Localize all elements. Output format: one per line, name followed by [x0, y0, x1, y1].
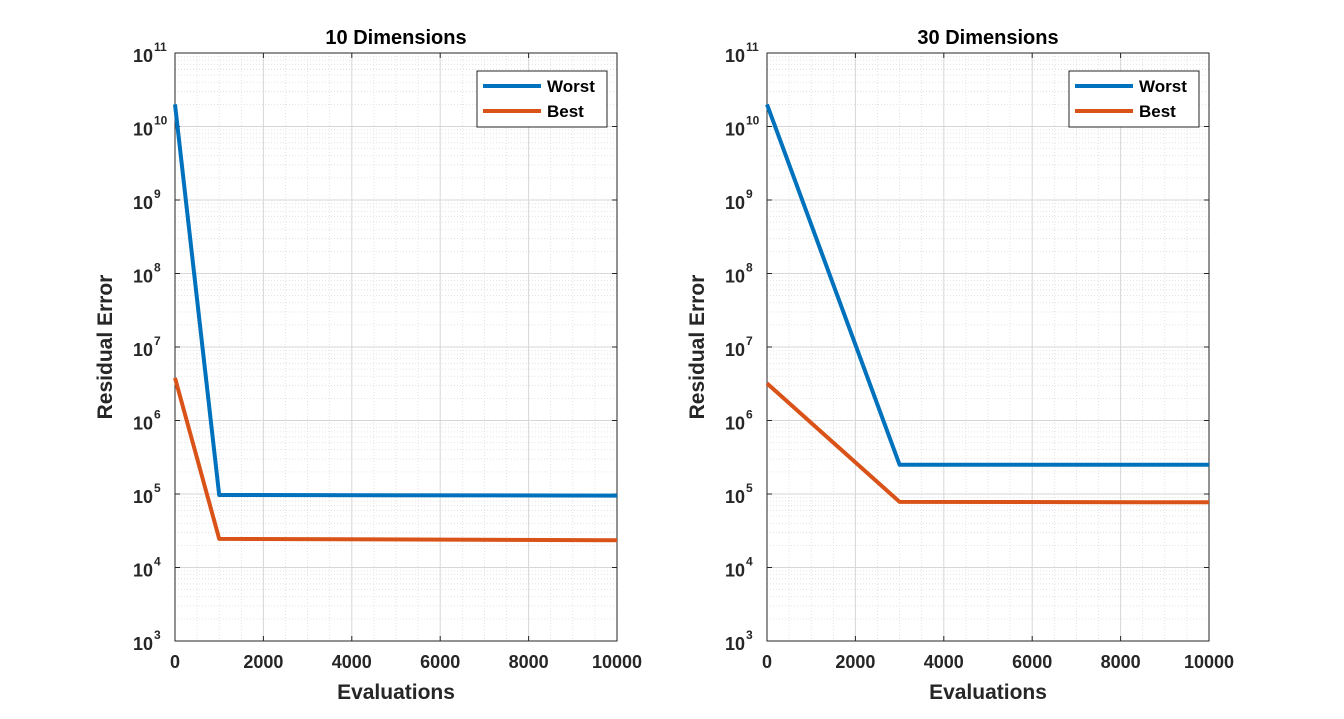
x-axis-label: Evaluations: [337, 681, 455, 704]
y-tick-exponent: 5: [154, 481, 161, 495]
legend-box: [476, 70, 608, 128]
legend-label-best: Best: [1139, 102, 1176, 121]
y-tick-exponent: 4: [746, 555, 753, 569]
y-tick-label: 10: [725, 267, 745, 287]
x-tick-label: 4000: [332, 652, 372, 672]
series-line-worst: [765, 103, 1209, 467]
y-tick-label: 10: [133, 561, 153, 581]
y-tick-label: 10: [133, 340, 153, 360]
x-axis-label: Evaluations: [929, 681, 1047, 704]
x-tick-label: 8000: [509, 652, 549, 672]
y-tick-label: 10: [133, 120, 153, 140]
series-line-worst: [173, 104, 618, 498]
y-tick-label: 10: [725, 120, 745, 140]
y-tick-label: 10: [133, 193, 153, 213]
y-tick-exponent: 8: [746, 261, 753, 275]
y-tick-label: 10: [725, 193, 745, 213]
legend-label-best: Best: [547, 102, 584, 121]
x-tick-label: 6000: [1012, 652, 1052, 672]
y-tick-label: 10: [725, 340, 745, 360]
x-tick-label: 10000: [1184, 652, 1234, 672]
legend: Worst Best: [476, 70, 608, 128]
y-tick-exponent: 5: [746, 481, 753, 495]
y-tick-exponent: 9: [746, 187, 753, 201]
y-tick-exponent: 11: [154, 40, 167, 54]
y-tick-exponent: 4: [154, 555, 161, 569]
x-tick-label: 0: [170, 652, 180, 672]
y-tick-exponent: 3: [154, 628, 161, 642]
chart-title: 10 Dimensions: [325, 27, 466, 49]
y-tick-label: 10: [725, 487, 745, 507]
x-tick-label: 6000: [420, 652, 460, 672]
y-tick-label: 10: [133, 267, 153, 287]
y-tick-label: 10: [133, 487, 153, 507]
y-tick-exponent: 6: [746, 408, 753, 422]
y-tick-exponent: 7: [746, 334, 753, 348]
y-tick-exponent: 11: [746, 40, 759, 54]
y-tick-exponent: 8: [154, 261, 161, 275]
y-tick-exponent: 10: [746, 114, 760, 128]
legend-label-worst: Worst: [547, 77, 595, 96]
x-tick-label: 8000: [1101, 652, 1141, 672]
y-tick-exponent: 7: [154, 334, 161, 348]
y-tick-exponent: 6: [154, 408, 161, 422]
y-tick-label: 10: [725, 46, 745, 66]
y-tick-label: 10: [725, 414, 745, 434]
series-line-best: [173, 377, 618, 543]
y-tick-label: 10: [133, 634, 153, 654]
x-tick-label: 10000: [592, 652, 642, 672]
x-tick-label: 2000: [243, 652, 283, 672]
x-tick-label: 2000: [835, 652, 875, 672]
y-tick-exponent: 3: [746, 628, 753, 642]
chart-title: 30 Dimensions: [917, 27, 1058, 49]
y-axis-label: Residual Error: [686, 275, 709, 420]
y-tick-exponent: 9: [154, 187, 161, 201]
x-tick-label: 4000: [924, 652, 964, 672]
y-tick-label: 10: [133, 46, 153, 66]
y-tick-label: 10: [725, 634, 745, 654]
legend-label-worst: Worst: [1139, 77, 1187, 96]
legend: Worst Best: [1068, 70, 1200, 128]
y-tick-exponent: 10: [154, 114, 168, 128]
y-axis-label: Residual Error: [94, 275, 117, 420]
legend-box: [1068, 70, 1200, 128]
y-tick-label: 10: [725, 561, 745, 581]
y-tick-label: 10: [133, 414, 153, 434]
x-tick-label: 0: [762, 652, 772, 672]
series-line-best: [765, 381, 1210, 505]
